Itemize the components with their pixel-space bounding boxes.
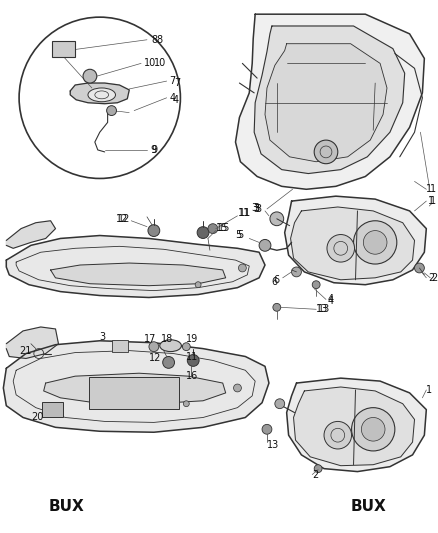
Circle shape: [162, 357, 174, 368]
Circle shape: [364, 231, 387, 254]
Circle shape: [208, 224, 218, 233]
Circle shape: [292, 267, 301, 277]
Text: 11: 11: [237, 208, 250, 218]
Polygon shape: [265, 44, 387, 161]
Circle shape: [314, 465, 322, 473]
Polygon shape: [286, 378, 426, 472]
Text: 11: 11: [240, 208, 252, 218]
Polygon shape: [254, 26, 405, 174]
Circle shape: [414, 263, 424, 273]
Polygon shape: [4, 341, 269, 432]
Polygon shape: [6, 327, 58, 359]
Text: 7: 7: [170, 76, 176, 86]
Text: 2: 2: [312, 470, 318, 480]
Circle shape: [259, 239, 271, 251]
Text: 3: 3: [253, 204, 259, 214]
Text: 1: 1: [430, 184, 436, 195]
Text: 10: 10: [144, 59, 156, 68]
Text: 12: 12: [149, 353, 161, 364]
Text: 11: 11: [186, 351, 198, 361]
Text: 1: 1: [426, 385, 432, 395]
Text: 10: 10: [154, 59, 166, 68]
Circle shape: [106, 106, 117, 116]
Circle shape: [148, 225, 160, 237]
Text: 13: 13: [316, 304, 328, 314]
Circle shape: [238, 264, 246, 272]
Text: 5: 5: [237, 230, 244, 239]
Text: BUX: BUX: [49, 498, 85, 513]
Text: 16: 16: [186, 371, 198, 381]
Polygon shape: [50, 263, 226, 286]
Polygon shape: [70, 83, 129, 104]
Polygon shape: [285, 196, 426, 285]
Text: 20: 20: [31, 413, 43, 423]
Text: 5: 5: [236, 230, 242, 239]
Text: 6: 6: [273, 275, 279, 285]
Text: 18: 18: [161, 334, 173, 344]
Circle shape: [327, 235, 354, 262]
Polygon shape: [290, 207, 414, 280]
Text: 15: 15: [218, 223, 230, 232]
Circle shape: [273, 303, 281, 311]
Circle shape: [149, 342, 159, 352]
FancyBboxPatch shape: [42, 402, 64, 417]
Circle shape: [324, 422, 352, 449]
Text: 1: 1: [430, 196, 436, 206]
Polygon shape: [44, 373, 226, 403]
Text: 4: 4: [328, 294, 334, 304]
Text: 12: 12: [116, 214, 128, 224]
Circle shape: [352, 408, 395, 451]
Text: 6: 6: [271, 277, 277, 287]
Text: 13: 13: [267, 440, 279, 450]
Text: 3: 3: [251, 203, 258, 213]
Circle shape: [314, 140, 338, 164]
Text: 8: 8: [151, 35, 157, 45]
Text: 3: 3: [100, 332, 106, 342]
Text: 21: 21: [19, 345, 32, 356]
FancyBboxPatch shape: [112, 340, 128, 352]
Circle shape: [182, 343, 190, 351]
FancyBboxPatch shape: [52, 41, 75, 58]
Ellipse shape: [88, 88, 116, 102]
Text: 2: 2: [431, 273, 438, 283]
Circle shape: [275, 399, 285, 409]
Text: 4: 4: [170, 93, 176, 103]
Text: 13: 13: [318, 304, 330, 314]
Text: BUX: BUX: [350, 498, 386, 513]
Text: 2: 2: [428, 273, 434, 283]
FancyBboxPatch shape: [89, 377, 180, 409]
Circle shape: [195, 282, 201, 288]
Circle shape: [184, 401, 189, 407]
Text: 1: 1: [428, 196, 434, 206]
Text: 1: 1: [426, 184, 432, 195]
Text: 9: 9: [151, 145, 157, 155]
Text: 19: 19: [186, 334, 198, 344]
Circle shape: [83, 69, 97, 83]
Polygon shape: [293, 387, 414, 466]
Text: 9: 9: [150, 145, 156, 155]
Circle shape: [312, 281, 320, 289]
Text: 3: 3: [255, 204, 261, 214]
Polygon shape: [6, 236, 265, 297]
Text: 4: 4: [173, 95, 179, 105]
Circle shape: [270, 212, 284, 225]
Circle shape: [233, 384, 241, 392]
Circle shape: [262, 424, 272, 434]
Text: 15: 15: [216, 223, 228, 232]
Ellipse shape: [160, 340, 181, 352]
Text: 7: 7: [174, 78, 181, 88]
Circle shape: [361, 417, 385, 441]
Text: 8: 8: [157, 35, 163, 45]
Circle shape: [197, 227, 209, 238]
Circle shape: [187, 354, 199, 366]
Text: 12: 12: [117, 214, 130, 224]
Text: 3: 3: [253, 203, 259, 213]
Text: 4: 4: [328, 296, 334, 306]
Text: 17: 17: [144, 334, 156, 344]
Polygon shape: [6, 221, 56, 248]
Polygon shape: [236, 14, 424, 189]
Circle shape: [353, 221, 397, 264]
